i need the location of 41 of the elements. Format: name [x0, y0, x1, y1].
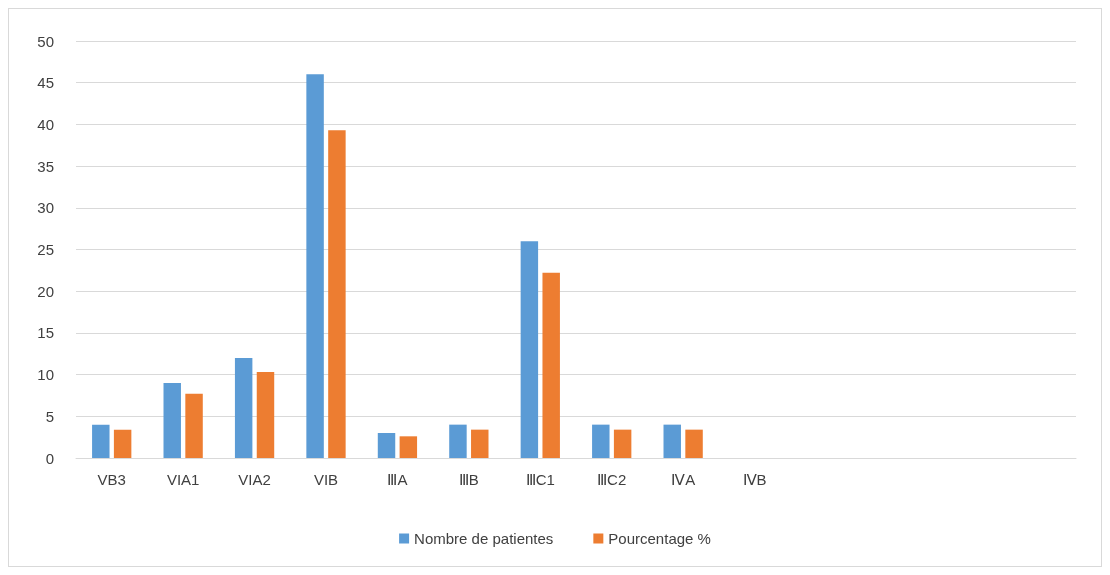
bar — [328, 130, 346, 458]
y-tick-label: 20 — [37, 282, 54, 300]
y-tick-label: 15 — [37, 324, 54, 342]
y-tick-label: 50 — [37, 32, 54, 50]
bar — [613, 429, 632, 458]
bar — [542, 272, 560, 458]
bar — [306, 74, 324, 458]
y-tick-label: 30 — [37, 199, 54, 217]
y-tick-label: 0 — [45, 449, 54, 467]
bar — [377, 432, 396, 458]
bar — [685, 429, 703, 458]
y-tick-label: 10 — [37, 366, 54, 384]
x-tick-label: ⅢA — [387, 471, 408, 488]
y-tick-label: 25 — [37, 241, 54, 258]
bar — [113, 429, 132, 458]
bar — [663, 424, 681, 458]
bar — [592, 424, 610, 458]
bar — [399, 436, 418, 458]
bar — [92, 424, 110, 458]
bar — [163, 382, 181, 458]
x-tick-label: VB3 — [97, 471, 126, 488]
bar — [234, 357, 253, 458]
bar — [185, 393, 203, 458]
y-tick-label: 35 — [37, 157, 54, 175]
y-tick-label: 5 — [45, 407, 54, 425]
bar — [520, 241, 539, 458]
y-tick-label: 40 — [37, 115, 54, 133]
x-tick-label: ⅣB — [742, 471, 767, 488]
bar — [471, 429, 489, 458]
x-tick-label: VIA2 — [238, 471, 271, 488]
legend-label: Pourcentage % — [608, 530, 711, 547]
x-tick-label: ⅣA — [671, 471, 696, 488]
legend-label: Nombre de patientes — [414, 530, 554, 547]
x-tick-label: ⅢB — [458, 471, 479, 488]
bar — [449, 424, 467, 458]
x-tick-label: ⅢC1 — [525, 471, 555, 488]
x-tick-label: VIA1 — [166, 471, 200, 488]
x-tick-label: VIB — [313, 471, 339, 488]
y-tick-label: 45 — [37, 74, 54, 92]
bar — [256, 372, 275, 458]
x-tick-label: ⅢC2 — [597, 471, 627, 488]
